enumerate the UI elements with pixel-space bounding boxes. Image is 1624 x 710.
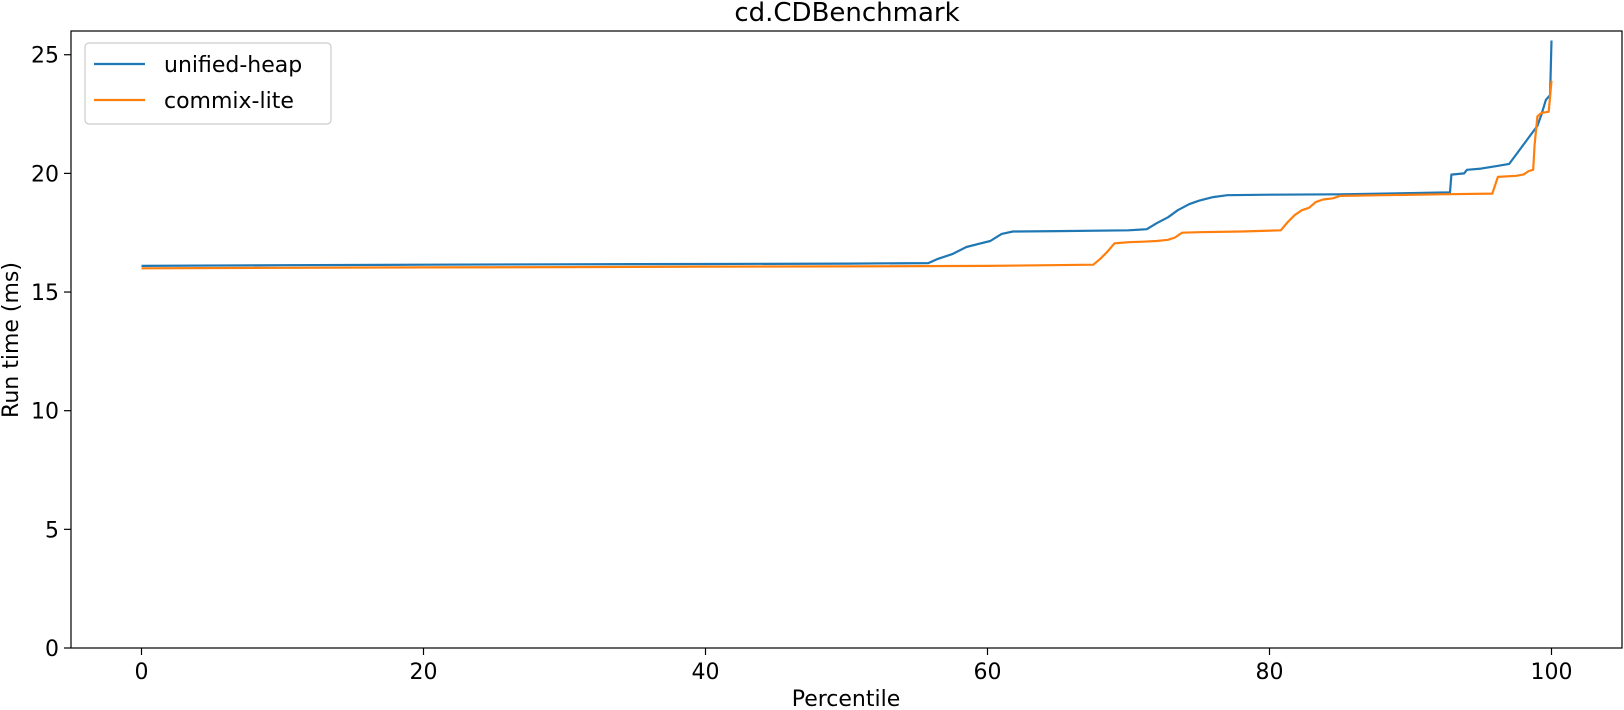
- y-axis-label: Run time (ms): [0, 262, 24, 418]
- series-line-commix-lite: [141, 80, 1553, 270]
- x-tick-label: 0: [135, 660, 149, 685]
- x-tick-label: 60: [974, 660, 1002, 685]
- x-tick-label: 20: [410, 660, 438, 685]
- chart-title: cd.CDBenchmark: [734, 0, 959, 28]
- y-tick-label: 15: [31, 281, 59, 306]
- y-tick-label: 5: [45, 518, 59, 543]
- x-tick-label: 100: [1531, 660, 1573, 685]
- series-layer: [141, 40, 1553, 270]
- x-tick-label: 40: [692, 660, 720, 685]
- y-tick-label: 25: [31, 44, 59, 69]
- y-axis-ticks: 0 5 10 15 20 25: [31, 44, 71, 662]
- x-tick-label: 80: [1256, 660, 1284, 685]
- y-tick-label: 0: [45, 637, 59, 662]
- legend-box: [84, 42, 332, 125]
- y-tick-label: 20: [31, 162, 59, 187]
- x-axis-ticks: 0 20 40 60 80 100: [135, 648, 1573, 685]
- legend: unified-heap commix-lite: [84, 42, 332, 125]
- series-line-unified-heap: [141, 40, 1553, 267]
- legend-label-unified-heap: unified-heap: [164, 53, 302, 78]
- plot-area-frame: [70, 30, 1623, 649]
- x-axis-label: Percentile: [792, 687, 901, 710]
- y-tick-label: 10: [31, 400, 59, 425]
- legend-label-commix-lite: commix-lite: [164, 89, 294, 114]
